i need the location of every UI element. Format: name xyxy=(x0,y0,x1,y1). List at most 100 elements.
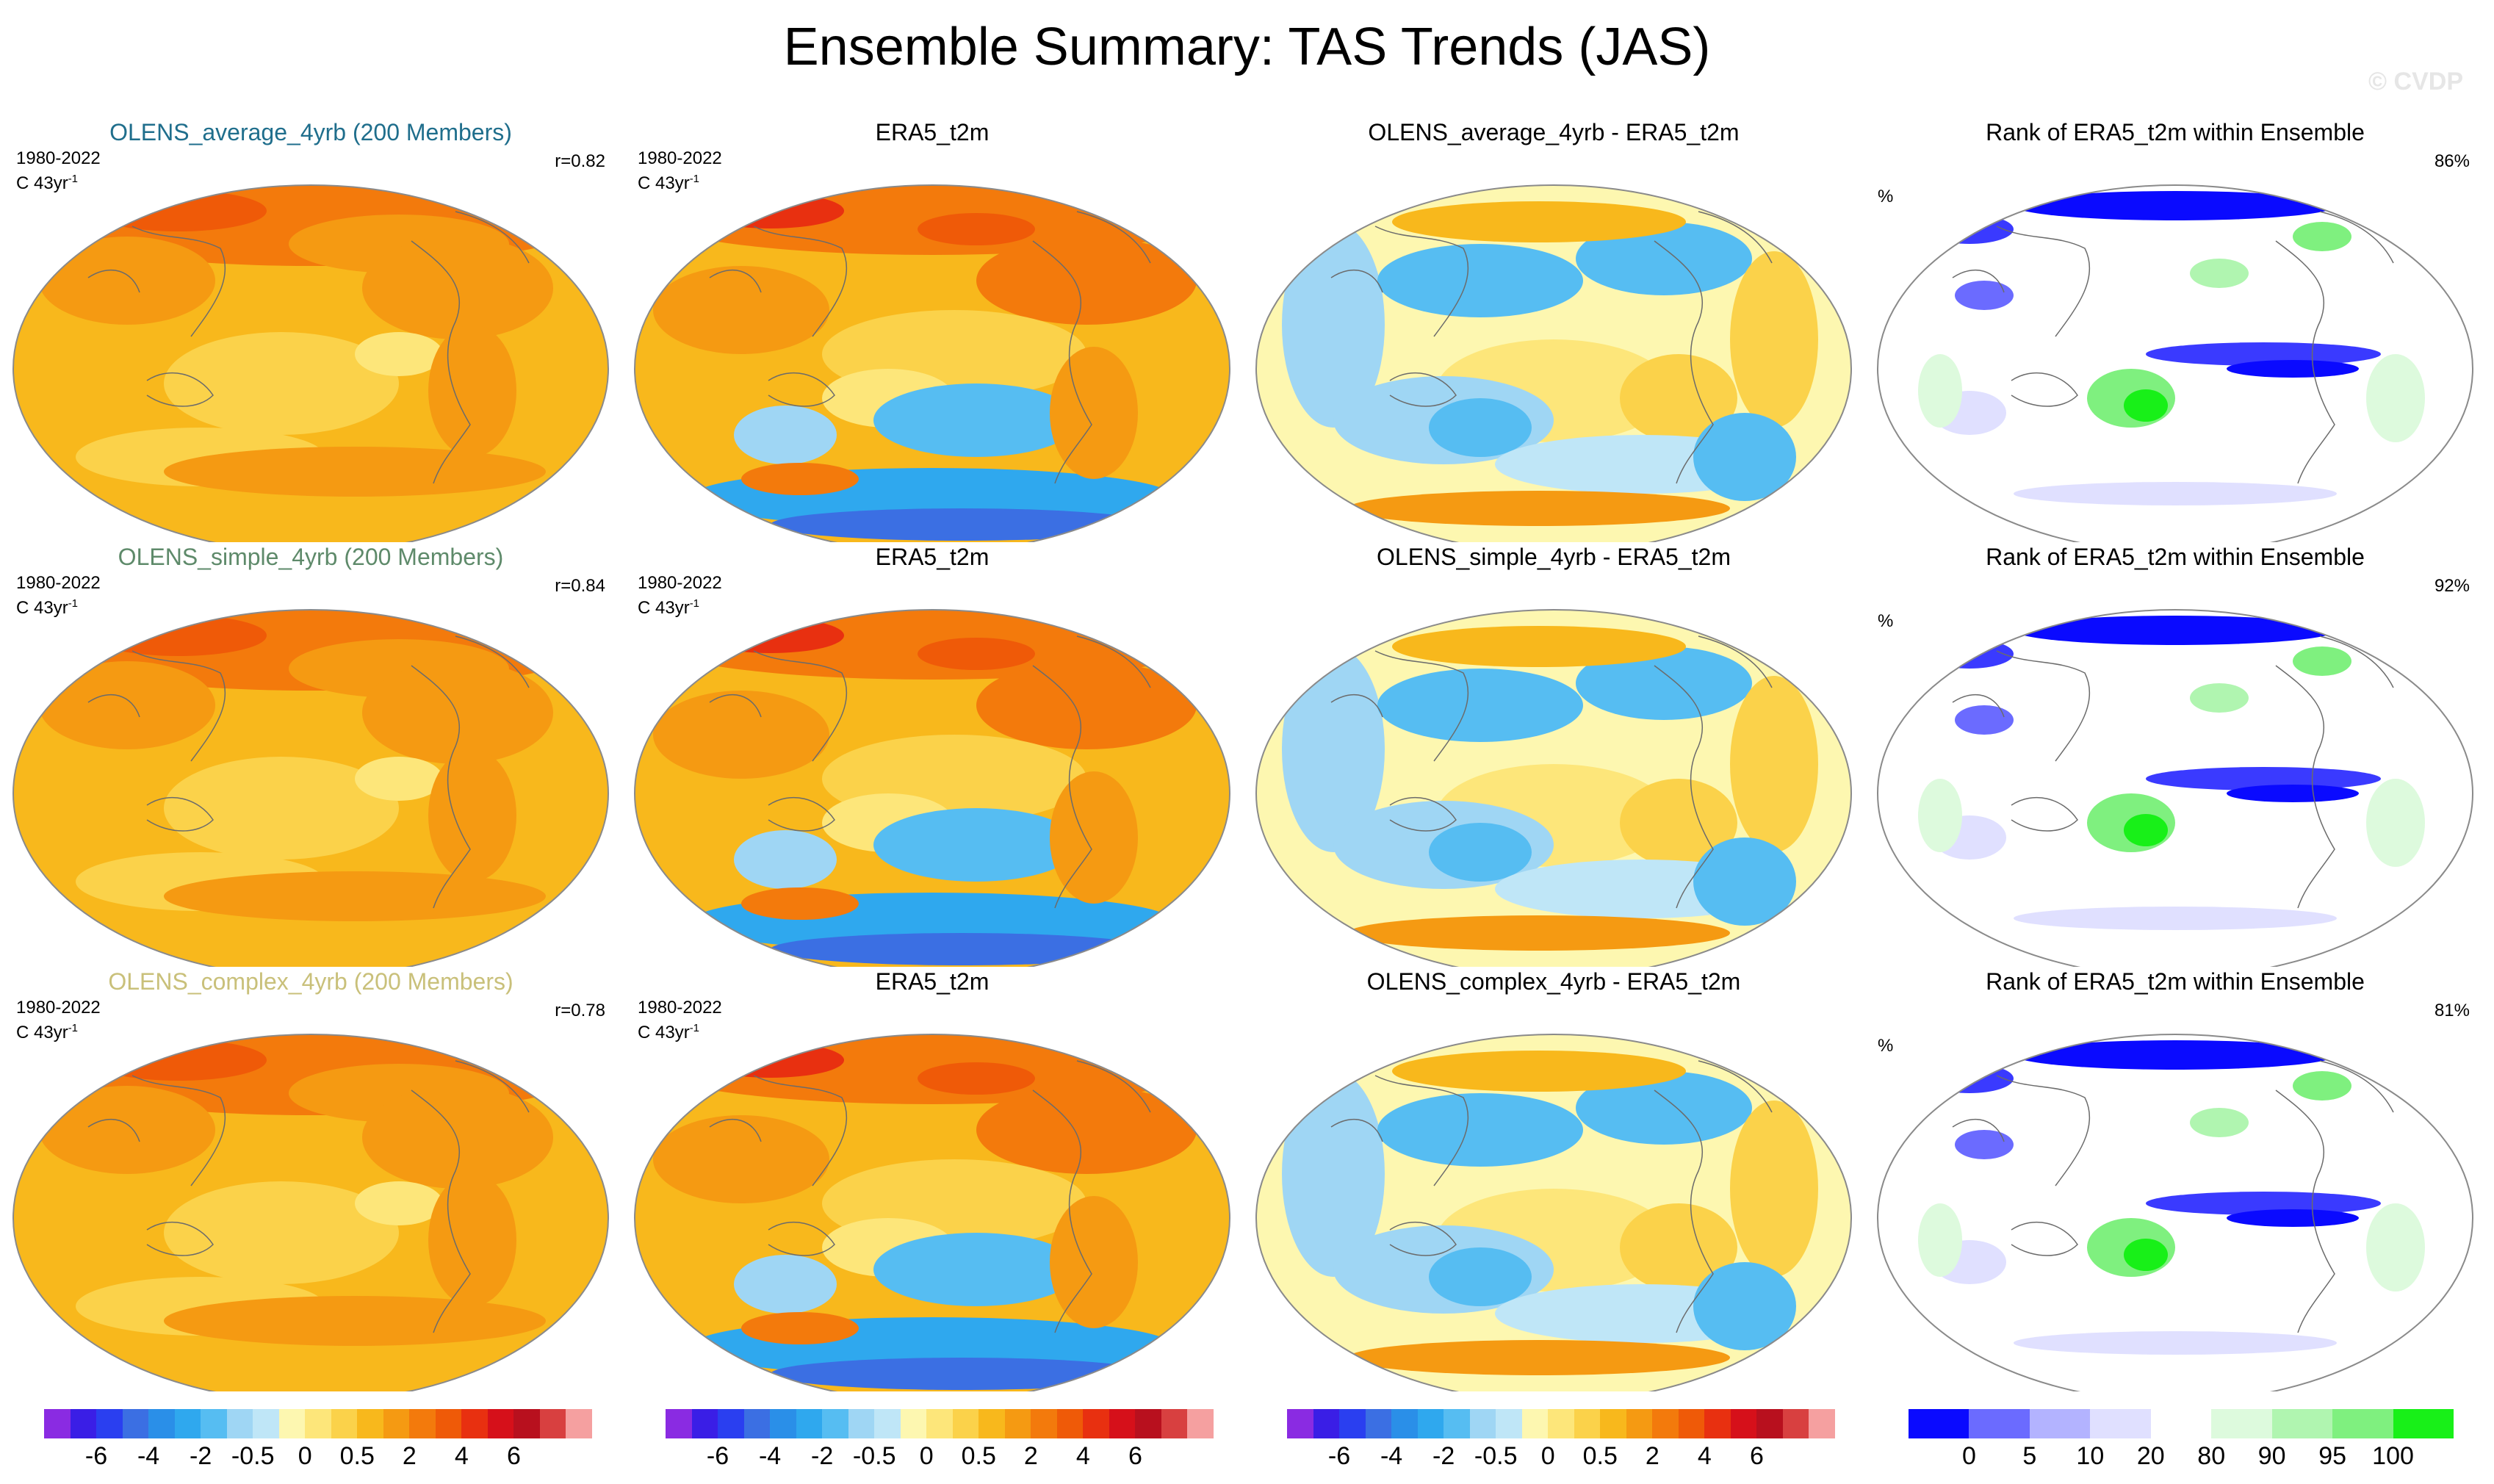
map-region xyxy=(1576,646,1752,720)
panel-units: C 43yr-1 xyxy=(638,1018,699,1043)
map-plot xyxy=(1255,1034,1852,1391)
panel-title: OLENS_simple_4yrb (200 Members) xyxy=(118,544,504,570)
map-border xyxy=(1877,184,2473,542)
colorbar-cell xyxy=(44,1409,71,1438)
colorbar-tick-label: 4 xyxy=(1075,1442,1090,1470)
map-plot xyxy=(634,609,1230,967)
map-region xyxy=(741,1312,859,1344)
map-region xyxy=(2014,1040,2337,1070)
map-region xyxy=(164,1181,399,1284)
coastline xyxy=(709,211,1151,484)
map-region xyxy=(90,1353,531,1391)
panel-units: C 43yr-1 xyxy=(16,594,78,619)
colorbar-trend xyxy=(666,1409,1214,1438)
coastline xyxy=(87,635,530,909)
colorbar-tick-label: 2 xyxy=(1645,1442,1659,1470)
map-region xyxy=(1377,244,1583,317)
map-region xyxy=(1693,413,1796,501)
map-region xyxy=(1392,201,1686,242)
colorbar-cell xyxy=(1756,1409,1784,1438)
map-region xyxy=(918,638,1035,670)
map-region xyxy=(1576,1071,1752,1145)
map-region xyxy=(771,933,1153,965)
map-region xyxy=(39,661,215,749)
colorbar-cell xyxy=(253,1409,280,1438)
map-region xyxy=(918,1062,1035,1095)
units-exponent: -1 xyxy=(68,597,79,610)
colorbar-tick-label: 2 xyxy=(1023,1442,1038,1470)
colorbar-cell xyxy=(226,1409,253,1438)
coastline xyxy=(709,1060,1151,1333)
map-region xyxy=(2366,779,2425,867)
map-fill xyxy=(1878,1034,2473,1391)
colorbar-cell xyxy=(1339,1409,1366,1438)
map-region xyxy=(355,757,443,801)
map-border xyxy=(1255,1034,1852,1391)
map-region xyxy=(164,871,546,921)
colorbar-cell xyxy=(383,1409,410,1438)
map-region xyxy=(1429,398,1532,457)
panel-percent-label: % xyxy=(1878,187,1894,206)
colorbar-cell xyxy=(2090,1409,2152,1438)
panel-units: C 43yr-1 xyxy=(638,169,699,194)
map-region xyxy=(873,383,1079,457)
map-panel: OLENS_complex_4yrb - ERA5_t2m xyxy=(1243,965,1864,1391)
map-region xyxy=(1282,222,1385,428)
colorbar-tick-label: -2 xyxy=(190,1442,212,1470)
panel-stat: 81% xyxy=(2434,1001,2470,1020)
colorbar-cell xyxy=(2393,1409,2454,1438)
map-plot xyxy=(1255,184,1852,542)
map-border xyxy=(1255,609,1852,967)
panel-stat: r=0.78 xyxy=(555,1001,605,1020)
map-fill xyxy=(1878,610,2473,967)
map-region xyxy=(1348,1340,1730,1375)
colorbar-cell xyxy=(1652,1409,1679,1438)
panel-title: Rank of ERA5_t2m within Ensemble xyxy=(1986,968,2365,995)
map-region xyxy=(1730,1101,1818,1277)
panel-title: OLENS_complex_4yrb (200 Members) xyxy=(108,968,513,995)
panel-date-range: 1980-2022 xyxy=(16,148,101,168)
map-region xyxy=(1429,823,1532,882)
panel-percent-label: % xyxy=(1878,611,1894,631)
map-region xyxy=(1620,354,1737,442)
colorbar-tick-label: -4 xyxy=(1380,1442,1403,1470)
colorbar-cell xyxy=(1521,1409,1549,1438)
map-region xyxy=(653,691,829,779)
map-region xyxy=(1730,251,1818,428)
colorbar-tick-label: -0.5 xyxy=(231,1442,275,1470)
colorbar-tick-label: 100 xyxy=(2372,1442,2414,1470)
colorbar-cell xyxy=(278,1409,306,1438)
colorbar-cell xyxy=(718,1409,745,1438)
map-region xyxy=(741,887,859,920)
map-region xyxy=(771,508,1153,541)
colorbar-tick-label: 5 xyxy=(2022,1442,2037,1470)
colorbar-cell xyxy=(1365,1409,1392,1438)
colorbar-tick-label: -6 xyxy=(84,1442,108,1470)
colorbar-cell xyxy=(122,1409,149,1438)
panel-stat: r=0.82 xyxy=(555,151,605,171)
colorbar-tick-label: 90 xyxy=(2257,1442,2286,1470)
map-region xyxy=(1282,1071,1385,1277)
map-region xyxy=(90,190,267,231)
map-panel: ERA5_t2m 1980-2022 C 43yr-1 xyxy=(621,541,1243,967)
colorbar-tick-label: 0 xyxy=(1540,1442,1555,1470)
panel-date-range: 1980-2022 xyxy=(638,998,722,1017)
map-panel: OLENS_simple_4yrb (200 Members) 1980-2022… xyxy=(0,541,621,967)
map-region xyxy=(873,1233,1079,1306)
map-region xyxy=(1576,222,1752,295)
map-region xyxy=(653,266,829,354)
map-region xyxy=(1955,1130,2014,1159)
map-region xyxy=(1918,779,1962,852)
map-region xyxy=(734,830,837,889)
colorbar-cell xyxy=(2271,1409,2333,1438)
map-region xyxy=(362,1086,553,1189)
colorbar-cell xyxy=(1782,1409,1809,1438)
colorbar-tick-label: -2 xyxy=(811,1442,834,1470)
colorbar-cell xyxy=(1004,1409,1031,1438)
map-region xyxy=(653,1115,829,1203)
panel-date-range: 1980-2022 xyxy=(638,573,722,593)
map-region xyxy=(428,325,516,457)
panel-title: Rank of ERA5_t2m within Ensemble xyxy=(1986,119,2365,145)
units-text: C 43yr xyxy=(638,1023,690,1042)
panel-percent-label: % xyxy=(1878,1036,1894,1056)
